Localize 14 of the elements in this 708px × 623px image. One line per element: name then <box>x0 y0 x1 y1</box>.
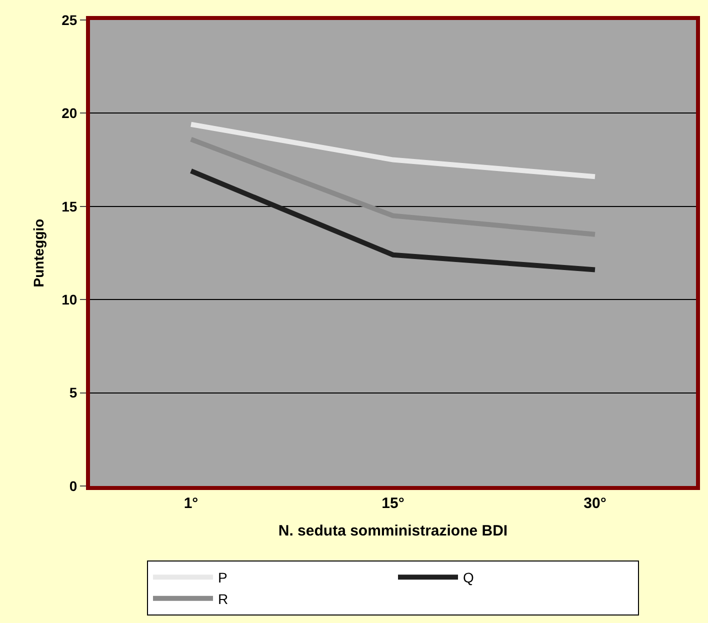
y-tick-label: 25 <box>62 12 78 28</box>
y-tick-label: 10 <box>62 292 78 308</box>
x-axis-title: N. seduta somministrazione BDI <box>278 522 508 540</box>
y-tick-label: 5 <box>69 384 78 401</box>
legend-label: P <box>218 570 228 586</box>
x-tick-label: 15° <box>382 495 404 512</box>
x-tick-label: 1° <box>184 495 198 512</box>
legend-label: Q <box>463 570 474 586</box>
legend-label: R <box>218 590 228 607</box>
x-tick-label: 30° <box>584 495 606 512</box>
y-tick-label: 20 <box>62 105 78 122</box>
y-axis-title: Punteggio <box>30 218 47 288</box>
y-tick-label: 15 <box>62 198 78 214</box>
y-tick-label: 0 <box>69 478 78 494</box>
